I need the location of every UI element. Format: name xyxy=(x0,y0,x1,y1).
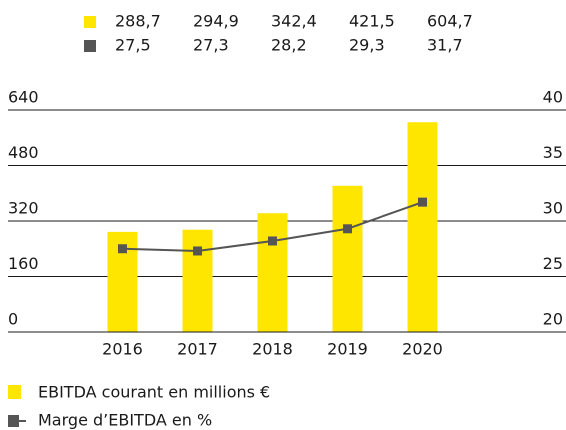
y2-tick-label: 40 xyxy=(543,88,563,107)
table-value: 294,9 xyxy=(193,12,239,31)
x-tick-label: 2018 xyxy=(252,340,293,359)
line-marker xyxy=(418,197,427,207)
legend-marker xyxy=(8,415,19,427)
y2-tick-label: 35 xyxy=(543,143,563,162)
legend-swatch xyxy=(8,385,21,399)
table-swatch xyxy=(84,40,96,52)
y2-tick-label: 30 xyxy=(543,199,563,218)
table-value: 342,4 xyxy=(271,12,317,31)
line-marker xyxy=(343,224,352,234)
table-value: 27,5 xyxy=(115,36,151,55)
table-value: 604,7 xyxy=(427,12,473,31)
table-value: 421,5 xyxy=(349,12,395,31)
line-marker xyxy=(268,236,277,246)
x-tick-label: 2019 xyxy=(327,340,368,359)
legend-label: Marge d’EBITDA en % xyxy=(38,411,212,430)
bar xyxy=(257,213,288,332)
table-value: 28,2 xyxy=(271,36,307,55)
y-tick-label: 320 xyxy=(8,199,39,218)
y-tick-label: 640 xyxy=(8,88,39,107)
x-tick-label: 2016 xyxy=(102,340,143,359)
table-value: 288,7 xyxy=(115,12,161,31)
y2-tick-label: 20 xyxy=(543,310,563,329)
line-marker xyxy=(193,246,202,256)
table-value: 29,3 xyxy=(349,36,385,55)
table-value: 31,7 xyxy=(427,36,463,55)
table-swatch xyxy=(84,16,96,28)
x-tick-label: 2017 xyxy=(177,340,218,359)
bar xyxy=(332,185,363,332)
table-value: 27,3 xyxy=(193,36,229,55)
y-tick-label: 0 xyxy=(8,310,18,329)
bar xyxy=(182,229,213,332)
line-marker xyxy=(118,244,127,254)
y-tick-label: 160 xyxy=(8,254,39,273)
x-tick-label: 2020 xyxy=(402,340,443,359)
y2-tick-label: 25 xyxy=(543,254,563,273)
bar xyxy=(407,122,438,332)
legend-label: EBITDA courant en millions € xyxy=(38,383,270,402)
y-tick-label: 480 xyxy=(8,143,39,162)
